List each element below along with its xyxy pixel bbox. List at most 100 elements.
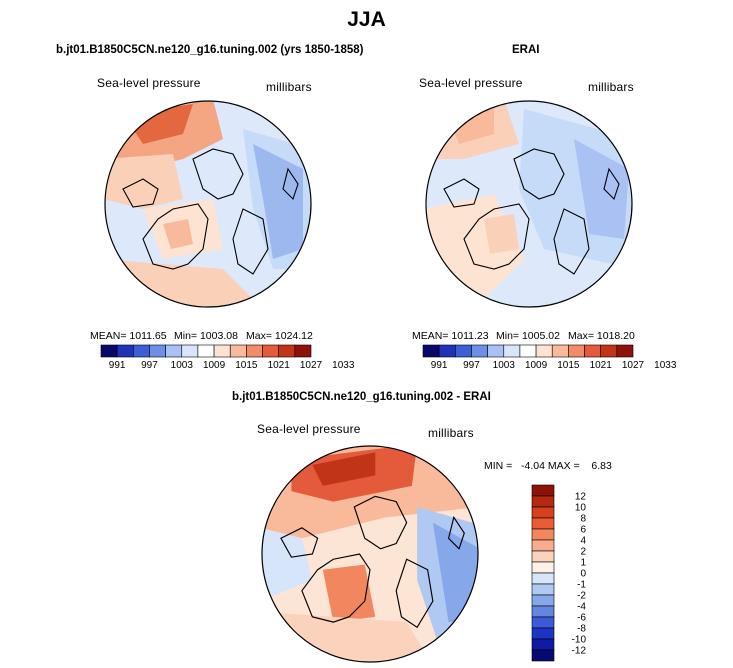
colorbar-swatch [551,344,569,358]
colorbar-swatch [294,344,312,358]
colorbar-tick-label: 1027 [622,360,645,371]
figure-title: JJA [347,8,386,31]
map-border [104,100,312,308]
colorbar-swatch [100,344,118,358]
left-colorbar: 991 997 1003 1009 1015 1021 1027 1033 [100,344,355,371]
colorbar-swatch [455,344,472,358]
pressure-contour-region [322,564,376,623]
pressure-contour-region [312,452,376,486]
colorbar-swatch [531,583,555,596]
colorbar-tick-label: 1021 [590,360,613,371]
colorbar-swatch [229,344,247,358]
colorbar-swatch [531,495,555,508]
colorbar-swatch [531,638,555,651]
colorbar-swatch [531,649,555,662]
colorbar-tick-label: 1009 [203,360,226,371]
colorbar-swatch [600,344,618,358]
diff-panel-title: b.jt01.B1850C5CN.ne120_g16.tuning.002 - … [232,391,491,403]
right-units-label: millibars [588,80,634,94]
colorbar-swatch [568,344,585,358]
colorbar-tick-label: -2 [577,591,586,602]
colorbar-tick-label: -8 [577,624,586,635]
coastline [280,495,465,629]
colorbar-tick-label: 6 [580,525,586,536]
colorbar-tick-label: 991 [109,360,126,371]
colorbar-swatch [531,605,555,618]
colorbar-tick-label: -10 [572,635,587,646]
colorbar-swatch [262,344,279,358]
map-border [261,445,479,663]
colorbar-tick-label: 12 [575,492,587,503]
colorbar-swatch [422,344,440,358]
colorbar-swatch [471,344,488,358]
colorbar-tick-label: 1015 [235,360,258,371]
colorbar-tick-label: 1027 [300,360,323,371]
right-min-stat: Min= 1005.02 [496,330,560,342]
right-mean-stat: MEAN= 1011.23 [412,330,489,342]
colorbar-swatch [535,344,553,358]
pressure-contour-region [484,214,519,254]
pressure-contour-region [105,154,183,209]
colorbar-swatch [531,627,555,640]
right-field [426,101,632,307]
colorbar-swatch [181,344,199,358]
colorbar-swatch [531,517,555,530]
colorbar-swatch [519,344,537,358]
colorbar-tick-label: 1021 [268,360,291,371]
colorbar-swatch [531,539,555,552]
colorbar-tick-label: -4 [577,602,586,613]
colorbar-tick-label: 1 [580,558,586,569]
colorbar-swatch [531,528,555,541]
coastline [443,148,620,275]
colorbar-swatch [616,344,634,358]
colorbar-tick-label: 997 [141,360,158,371]
colorbar-swatch [197,344,215,358]
colorbar-tick-label: 991 [431,360,448,371]
colorbar-swatch [531,550,555,563]
colorbar-swatch [149,344,166,358]
colorbar-tick-label: 1003 [171,360,194,371]
colorbar-tick-label: 10 [575,503,587,514]
left-mean-stat: MEAN= 1011.65 [90,330,167,342]
colorbar-tick-label: -1 [577,580,586,591]
colorbar-swatch [133,344,150,358]
colorbar-tick-label: -12 [572,646,587,657]
coastline [122,148,299,275]
colorbar-tick-label: 4 [580,536,586,547]
diff-minmax-stat: MIN = -4.04 MAX = 6.83 [484,460,612,472]
left-variable-label: Sea-level pressure [97,76,201,90]
colorbar-swatch [213,344,231,358]
colorbar-tick-label: 997 [463,360,480,371]
colorbar-tick-label: -6 [577,613,586,624]
colorbar-swatch [531,484,555,497]
colorbar-swatch [531,561,555,574]
left-sea-level-pressure-map [104,100,312,308]
colorbar-tick-label: 2 [580,547,586,558]
colorbar-tick-label: 1015 [557,360,580,371]
diff-sea-level-pressure-map [261,445,479,663]
colorbar-tick-label: 8 [580,514,586,525]
left-field [105,101,311,307]
pressure-contour-region [262,527,313,602]
left-max-stat: Max= 1024.12 [246,330,313,342]
right-panel-title: ERAI [512,44,540,56]
left-panel-title: b.jt01.B1850C5CN.ne120_g16.tuning.002 (y… [56,44,364,56]
colorbar-swatch [531,594,555,607]
diff-field [262,446,478,662]
colorbar-tick-label: 1009 [525,360,548,371]
map-border [425,100,633,308]
pressure-contour-region [163,219,193,249]
colorbar-swatch [531,616,555,629]
colorbar-swatch [438,344,456,358]
left-min-stat: Min= 1003.08 [174,330,238,342]
right-colorbar: 991 997 1003 1009 1015 1021 1027 1033 [422,344,677,371]
colorbar-swatch [584,344,601,358]
right-variable-label: Sea-level pressure [419,76,523,90]
colorbar-swatch [278,344,296,358]
diff-units-label: millibars [428,426,474,440]
right-max-stat: Max= 1018.20 [568,330,635,342]
pressure-contour-region [574,139,629,239]
colorbar-swatch [531,506,555,519]
left-units-label: millibars [266,80,312,94]
